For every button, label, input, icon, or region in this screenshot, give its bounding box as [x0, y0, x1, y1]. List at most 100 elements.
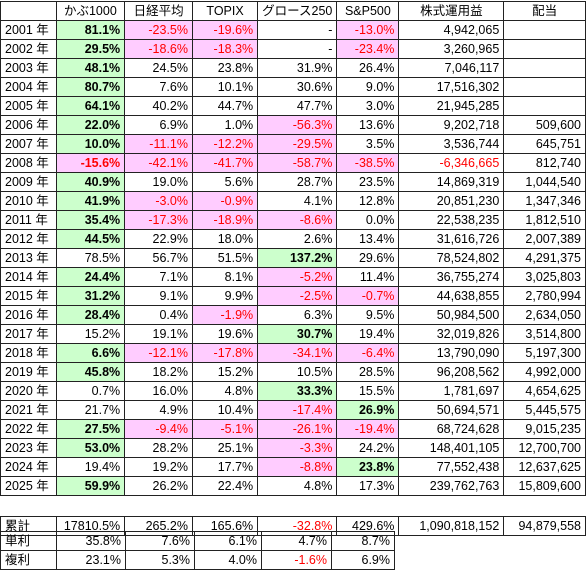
nikkei-cell[interactable]: -18.6%	[124, 39, 193, 59]
topix-cell[interactable]: -12.2%	[191, 134, 259, 154]
gain-cell[interactable]: 1,781,697	[398, 381, 505, 401]
gain-cell[interactable]: 22,538,235	[398, 210, 505, 230]
topix-cell[interactable]: 4.8%	[191, 381, 259, 401]
dividend-cell[interactable]	[503, 20, 586, 40]
nikkei-cell[interactable]: -3.0%	[124, 191, 193, 211]
gain-cell[interactable]: 78,524,802	[398, 248, 505, 268]
growth-cell[interactable]: -34.1%	[257, 343, 338, 363]
year-cell[interactable]: 2009 年	[0, 172, 57, 192]
growth-cell[interactable]: 4.8%	[257, 476, 338, 496]
kabu-cell[interactable]: 59.9%	[55, 476, 126, 496]
dividend-cell[interactable]	[503, 58, 586, 78]
nikkei-cell[interactable]: 19.0%	[124, 172, 193, 192]
header-cell-year[interactable]	[0, 1, 57, 21]
topix-cell[interactable]: -18.3%	[191, 39, 259, 59]
topix-cell[interactable]: 44.7%	[191, 96, 259, 116]
topix-cell[interactable]: -17.8%	[191, 343, 259, 363]
gain-cell[interactable]: 36,755,274	[398, 267, 505, 287]
nikkei-cell[interactable]: 7.1%	[124, 267, 193, 287]
growth-cell[interactable]: 31.9%	[257, 58, 338, 78]
topix-cell[interactable]: -19.6%	[191, 20, 259, 40]
growth-simple-cell[interactable]: 4.7%	[261, 531, 332, 551]
year-cell[interactable]: 2020 年	[0, 381, 57, 401]
nikkei-cell[interactable]: 28.2%	[124, 438, 193, 458]
growth-compound-cell[interactable]: -1.6%	[261, 550, 332, 570]
kabu-cell[interactable]: 78.5%	[55, 248, 126, 268]
gain-cell[interactable]: 4,942,065	[398, 20, 505, 40]
growth-cell[interactable]: 33.3%	[257, 381, 338, 401]
kabu-cell[interactable]: 0.7%	[55, 381, 126, 401]
empty-cell[interactable]	[124, 495, 193, 517]
sp-cell[interactable]: 28.5%	[336, 362, 400, 382]
sp-cell[interactable]: 13.4%	[336, 229, 400, 249]
gain-cell[interactable]: 50,694,571	[398, 400, 505, 420]
year-cell[interactable]: 2002 年	[0, 39, 57, 59]
growth-cell[interactable]: 6.3%	[257, 305, 338, 325]
sp-cell[interactable]: 23.5%	[336, 172, 400, 192]
year-cell[interactable]: 2018 年	[0, 343, 57, 363]
dividend-cell[interactable]: 12,700,700	[503, 438, 586, 458]
topix-cell[interactable]: 22.4%	[191, 476, 259, 496]
dividend-cell[interactable]: 1,812,510	[503, 210, 586, 230]
topix-cell[interactable]: 19.6%	[191, 324, 259, 344]
empty-cell[interactable]	[398, 495, 504, 517]
kabu-cell[interactable]: 80.7%	[55, 77, 126, 97]
nikkei-cell[interactable]: 40.2%	[124, 96, 193, 116]
nikkei-cell[interactable]: 9.1%	[124, 286, 193, 306]
sp-cell[interactable]: 24.2%	[336, 438, 400, 458]
growth-cell[interactable]: -8.8%	[257, 457, 338, 477]
dividend-cell[interactable]: 2,007,389	[503, 229, 586, 249]
year-cell[interactable]: 2007 年	[0, 134, 57, 154]
year-cell[interactable]: 2015 年	[0, 286, 57, 306]
sp-cell[interactable]: 0.0%	[336, 210, 400, 230]
gain-cell[interactable]: 17,516,302	[398, 77, 505, 97]
sp-cell[interactable]: 3.0%	[336, 96, 400, 116]
growth-cell[interactable]: 4.1%	[257, 191, 338, 211]
nikkei-cell[interactable]: 6.9%	[124, 115, 193, 135]
year-cell[interactable]: 2013 年	[0, 248, 57, 268]
dividend-cell[interactable]: 3,514,800	[503, 324, 586, 344]
nikkei-cell[interactable]: 16.0%	[124, 381, 193, 401]
topix-cell[interactable]: 51.5%	[191, 248, 259, 268]
growth-cell[interactable]: -17.4%	[257, 400, 338, 420]
growth-cell[interactable]: -26.1%	[257, 419, 338, 439]
kabu-cell[interactable]: 28.4%	[55, 305, 126, 325]
year-cell[interactable]: 2011 年	[0, 210, 57, 230]
year-cell[interactable]: 2008 年	[0, 153, 57, 173]
growth-cell[interactable]: 47.7%	[257, 96, 338, 116]
sp-compound-cell[interactable]: 6.9%	[331, 550, 395, 570]
header-cell[interactable]: 配当	[503, 1, 586, 21]
kabu-compound-cell[interactable]: 23.1%	[56, 550, 126, 570]
gain-cell[interactable]: -6,346,665	[398, 153, 505, 173]
year-cell[interactable]: 2005 年	[0, 96, 57, 116]
kabu-cell[interactable]: 81.1%	[55, 20, 126, 40]
nikkei-cell[interactable]: 4.9%	[124, 400, 193, 420]
kabu-cell[interactable]: 24.4%	[55, 267, 126, 287]
topix-cell[interactable]: -5.1%	[191, 419, 259, 439]
gain-cell[interactable]: 20,851,230	[398, 191, 505, 211]
growth-cell[interactable]: -	[257, 20, 338, 40]
kabu-cell[interactable]: 48.1%	[55, 58, 126, 78]
kabu-cell[interactable]: 19.4%	[55, 457, 126, 477]
year-cell[interactable]: 2024 年	[0, 457, 57, 477]
dividend-cell[interactable]: 9,015,235	[503, 419, 586, 439]
topix-cell[interactable]: -0.9%	[191, 191, 259, 211]
empty-cell[interactable]	[0, 495, 57, 517]
topix-cell[interactable]: 25.1%	[191, 438, 259, 458]
nikkei-cell[interactable]: 22.9%	[124, 229, 193, 249]
sp-cell[interactable]: 29.6%	[336, 248, 400, 268]
nikkei-cell[interactable]: -9.4%	[124, 419, 193, 439]
year-cell[interactable]: 2022 年	[0, 419, 57, 439]
gain-total-cell[interactable]: 1,090,818,152	[398, 516, 505, 536]
compound-interest-row-label[interactable]: 複利	[0, 550, 57, 570]
year-cell[interactable]: 2010 年	[0, 191, 57, 211]
dividend-cell[interactable]: 4,291,375	[503, 248, 586, 268]
kabu-simple-cell[interactable]: 35.8%	[56, 531, 126, 551]
dividend-cell[interactable]: 509,600	[503, 115, 586, 135]
empty-cell[interactable]	[336, 495, 399, 517]
dividend-cell[interactable]	[503, 39, 586, 59]
topix-cell[interactable]: 10.4%	[191, 400, 259, 420]
dividend-cell[interactable]: 5,197,300	[503, 343, 586, 363]
gain-cell[interactable]: 3,536,744	[398, 134, 505, 154]
sp-cell[interactable]: -38.5%	[336, 153, 400, 173]
